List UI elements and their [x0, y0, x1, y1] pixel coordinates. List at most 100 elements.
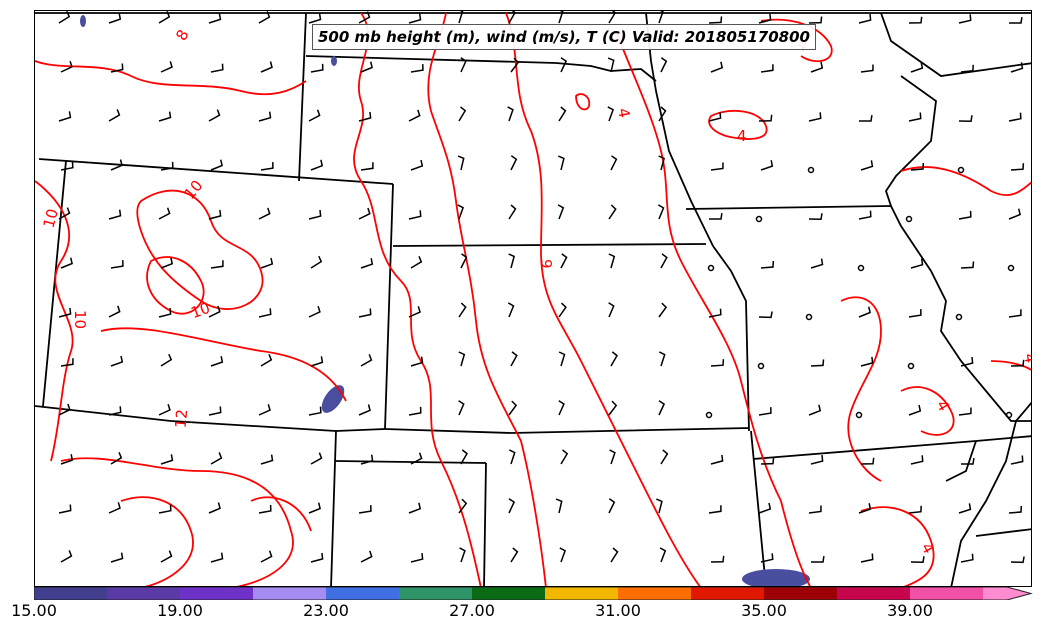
- wind-barb: [108, 209, 122, 220]
- wind-barb: [958, 407, 972, 416]
- wind-barb: [657, 204, 665, 220]
- wind-barb: [960, 553, 974, 563]
- wind-barb: [410, 356, 424, 367]
- wind-barb: [58, 403, 71, 416]
- wind-barb: [808, 16, 823, 24]
- border-ia-south: [685, 205, 892, 210]
- wind-barb: [258, 504, 272, 514]
- wind-barb: [410, 256, 423, 269]
- border-mo-south: [750, 430, 767, 586]
- wind-barb: [608, 253, 616, 269]
- wind-barb: [860, 356, 874, 367]
- wind-barb: [808, 112, 822, 122]
- contour-label: 10: [40, 207, 62, 230]
- wind-barb: [160, 550, 173, 563]
- wind-barb: [960, 64, 974, 73]
- wind-barb: [158, 403, 171, 416]
- wind-barb: [308, 502, 321, 514]
- contour-label: 12: [172, 408, 192, 429]
- wind-barb: [507, 302, 515, 318]
- wind-barb: [310, 63, 324, 73]
- wind-barb: [460, 253, 468, 269]
- border-mn-ia: [880, 12, 1031, 77]
- border-tn: [975, 528, 1031, 537]
- wind-barb: [910, 455, 924, 465]
- wind-barb: [560, 57, 568, 73]
- border-ne-north: [305, 55, 557, 64]
- calm-wind-marker: [755, 215, 763, 223]
- wind-barb: [408, 109, 421, 122]
- wind-barb: [760, 553, 774, 563]
- wind-barb: [160, 353, 173, 367]
- wind-barb: [458, 498, 468, 514]
- lake-blob-corner: [80, 15, 86, 27]
- colorbar-segment: [983, 587, 1029, 600]
- contour-label: 4: [933, 397, 953, 414]
- wind-barb: [110, 452, 123, 465]
- wind-barb: [609, 449, 616, 465]
- wind-barb: [457, 155, 465, 171]
- wind-barb: [958, 503, 972, 514]
- wind-barb: [510, 57, 520, 73]
- wind-barb: [660, 253, 668, 269]
- wind-barb: [208, 406, 222, 416]
- wind-barb: [408, 13, 422, 24]
- colorbar-tick-label: 39.00: [887, 601, 933, 620]
- colorbar-tick-label: 15.00: [11, 601, 57, 620]
- wind-barb: [110, 260, 124, 269]
- wind-barb: [758, 407, 772, 416]
- calm-wind-marker: [857, 264, 865, 272]
- wind-barb: [658, 400, 666, 416]
- map-title: 500 mb height (m), wind (m/s), T (C) Val…: [312, 24, 816, 50]
- wind-barb: [508, 498, 516, 514]
- wind-barb: [310, 356, 324, 367]
- wind-barb: [458, 11, 464, 24]
- wind-barb: [258, 111, 272, 122]
- wind-barb: [210, 552, 224, 563]
- wind-barb: [1010, 163, 1025, 171]
- wind-barb: [158, 504, 172, 514]
- calm-wind-marker: [905, 215, 913, 223]
- lake-blob-south: [742, 569, 810, 586]
- wind-barb: [510, 155, 518, 171]
- wind-barb: [108, 305, 121, 318]
- wind-barb: [158, 111, 172, 122]
- wind-barb: [658, 11, 664, 24]
- wind-barb: [360, 354, 373, 367]
- wind-barb: [710, 555, 725, 563]
- wind-barb: [610, 155, 618, 171]
- wind-barb: [708, 112, 722, 122]
- wind-barb: [58, 111, 72, 122]
- wind-barb: [360, 454, 374, 465]
- contour-label: 10: [180, 177, 206, 203]
- wind-barb: [1010, 556, 1025, 564]
- wind-barb: [610, 547, 619, 563]
- wind-barb: [908, 404, 922, 416]
- wind-barb: [457, 204, 465, 220]
- wind-barb: [358, 505, 372, 514]
- border-co-north: [38, 158, 394, 185]
- border-ks-mo: [712, 245, 750, 432]
- colorbar-segment: [691, 587, 764, 600]
- wind-barb: [1009, 16, 1023, 24]
- wind-barb: [708, 16, 723, 24]
- wind-barb: [360, 550, 373, 563]
- wind-barb: [408, 502, 422, 514]
- wind-barb: [607, 57, 615, 73]
- lake-blob-north: [331, 56, 337, 66]
- wind-barb: [760, 64, 774, 73]
- wind-barb: [60, 60, 73, 73]
- wind-barb: [208, 13, 222, 24]
- wind-barb: [158, 308, 172, 318]
- wind-barb: [558, 11, 564, 24]
- wind-barb: [508, 253, 515, 269]
- wind-barb: [510, 547, 519, 563]
- wind-barb: [1010, 359, 1025, 367]
- wind-barb: [960, 357, 974, 367]
- lake-blob: [321, 385, 345, 413]
- wind-barb: [608, 400, 618, 416]
- wind-barb: [660, 57, 668, 73]
- wind-barb: [160, 454, 174, 465]
- wind-barb: [508, 400, 518, 416]
- wind-barb: [258, 207, 271, 220]
